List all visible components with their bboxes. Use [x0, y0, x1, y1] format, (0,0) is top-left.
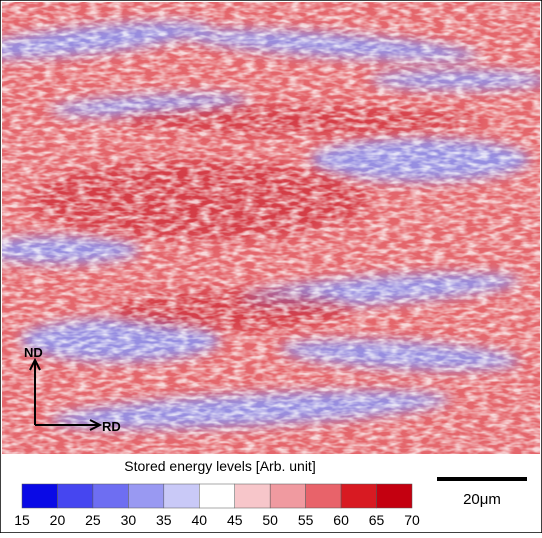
colorbar-tick-label: 50 [262, 512, 278, 528]
figure: ND RD Stored energy levels [Arb. unit] 1… [0, 0, 542, 533]
axis-label-nd: ND [24, 345, 43, 360]
colorbar-segment [199, 484, 234, 508]
axis-label-rd: RD [102, 419, 121, 434]
colorbar-segment [270, 484, 305, 508]
colorbar-tick-label: 35 [156, 512, 172, 528]
colorbar-segment [164, 484, 199, 508]
colorbar-segment [22, 484, 57, 508]
colorbar-segment [306, 484, 341, 508]
micrograph [0, 2, 542, 454]
colorbar-tick-label: 60 [333, 512, 349, 528]
colorbar-tick-label: 25 [85, 512, 101, 528]
colorbar-segment [377, 484, 412, 508]
scale-bar-label: 20μm [463, 491, 501, 508]
colorbar-tick-label: 30 [121, 512, 137, 528]
colorbar-segment [341, 484, 376, 508]
colorbar-tick-label: 55 [298, 512, 314, 528]
colorbar-tick-label: 45 [227, 512, 243, 528]
colorbar-tick-label: 65 [369, 512, 385, 528]
colorbar-tick-label: 20 [50, 512, 66, 528]
colorbar-tick-label: 40 [191, 512, 207, 528]
colorbar-segment [235, 484, 270, 508]
legend-title: Stored energy levels [Arb. unit] [124, 458, 315, 474]
colorbar-tick-label: 15 [14, 512, 30, 528]
colorbar-segment [57, 484, 92, 508]
colorbar-segment [128, 484, 163, 508]
page: ND RD Stored energy levels [Arb. unit] 1… [0, 0, 542, 538]
colorbar-segment [93, 484, 128, 508]
colorbar-tick-label: 70 [404, 512, 420, 528]
